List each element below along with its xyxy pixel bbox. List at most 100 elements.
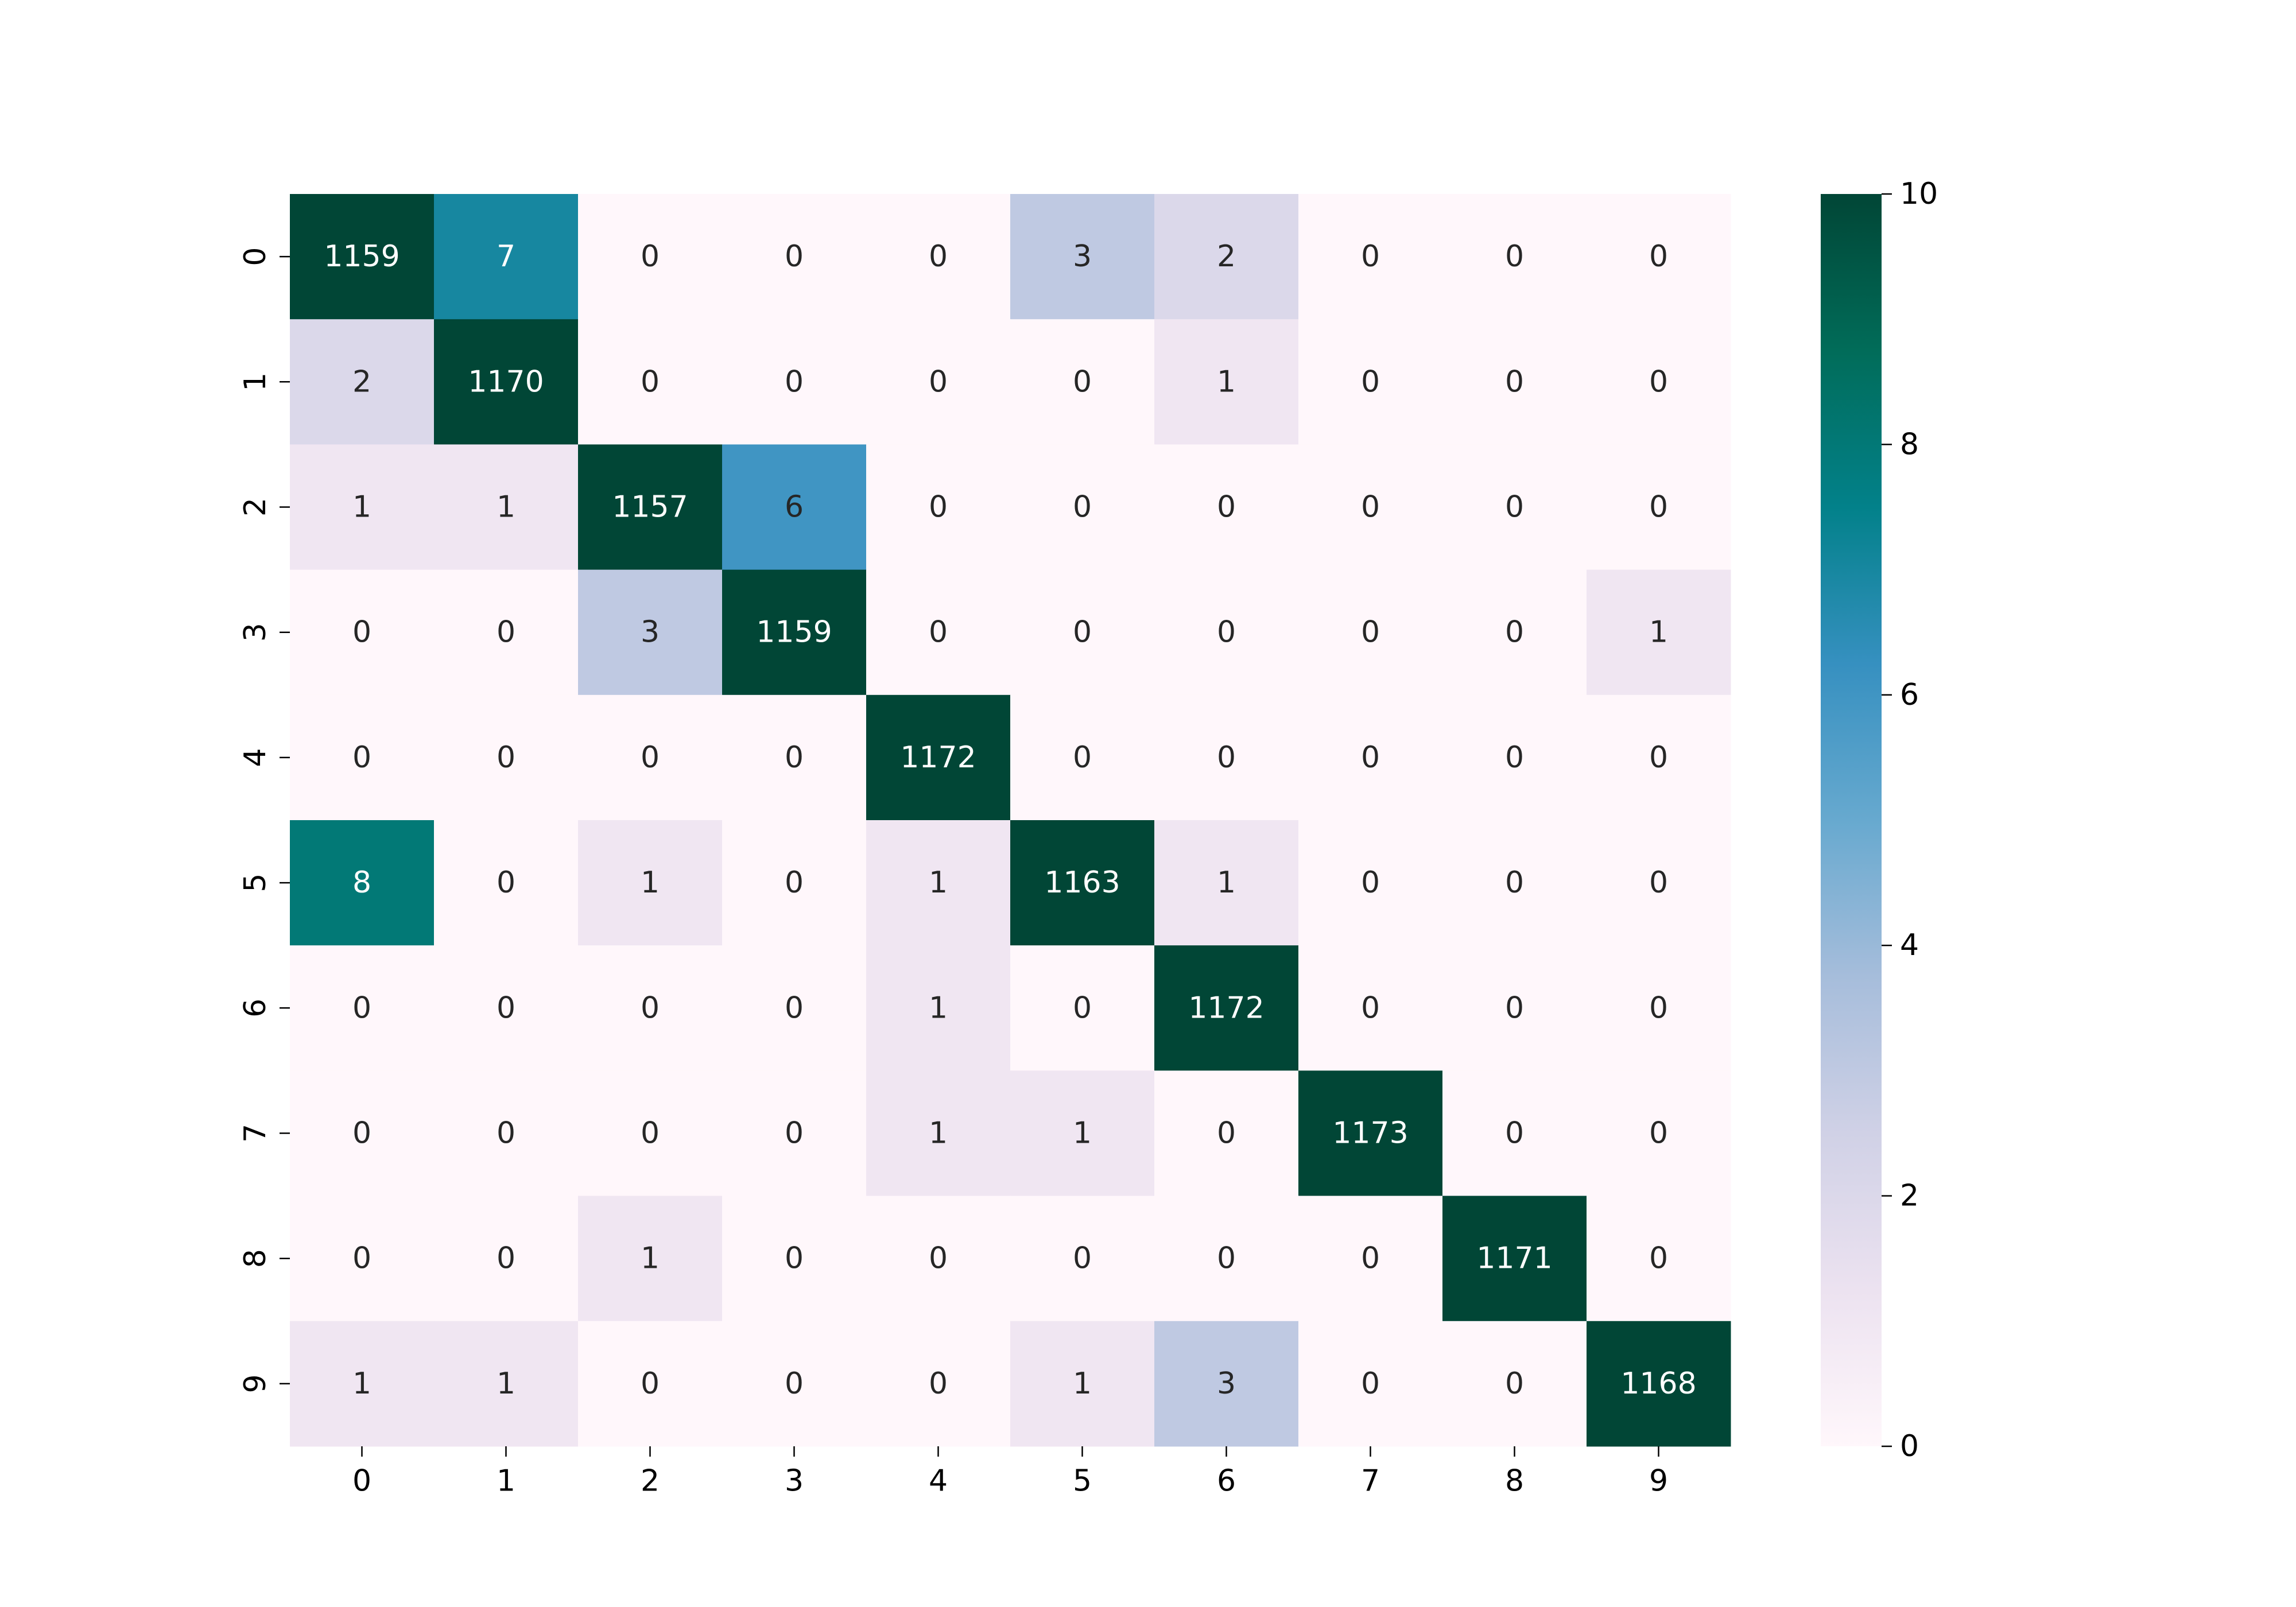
x-tick-label: 2 <box>641 1464 660 1499</box>
cell-value-label: 1 <box>1073 1367 1092 1401</box>
y-tick-label: 3 <box>238 623 273 642</box>
heatmap-cell <box>1587 319 1731 445</box>
cell-value-label: 0 <box>785 991 804 1025</box>
cell-value-label: 0 <box>1505 991 1524 1025</box>
cell-value-label: 6 <box>785 490 804 525</box>
colorbar-tick-label: 2 <box>1900 1179 1919 1213</box>
cell-value-label: 1163 <box>1044 865 1120 900</box>
cell-value-label: 0 <box>497 865 515 900</box>
heatmap-cell <box>1010 1070 1155 1197</box>
cell-value-label: 0 <box>1073 740 1092 775</box>
heatmap-cell <box>434 444 579 570</box>
heatmap-cell <box>722 569 867 696</box>
heatmap-cell <box>1154 319 1299 445</box>
cell-value-label: 0 <box>1505 364 1524 399</box>
heatmap-cell <box>1298 820 1443 946</box>
cell-value-label: 8 <box>352 865 371 900</box>
heatmap-cell <box>1010 194 1155 320</box>
heatmap-cell <box>578 945 723 1071</box>
cell-value-label: 1157 <box>612 490 688 525</box>
cell-value-label: 0 <box>1361 1241 1380 1276</box>
cell-value-label: 1171 <box>1476 1241 1552 1276</box>
heatmap-cell <box>722 1195 867 1322</box>
x-tick-label: 1 <box>497 1464 515 1499</box>
heatmap-cell <box>866 1195 1011 1322</box>
heatmap-cell <box>434 194 579 320</box>
heatmap-cell <box>866 194 1011 320</box>
cell-value-label: 0 <box>641 1367 660 1401</box>
cell-value-label: 0 <box>1217 490 1236 525</box>
heatmap-cell <box>1587 694 1731 821</box>
heatmap-cell <box>1587 1070 1731 1197</box>
heatmap-cell <box>1298 1070 1443 1197</box>
y-tick-label: 1 <box>238 372 273 391</box>
heatmap-cell <box>1010 1321 1155 1447</box>
cell-value-label: 0 <box>1649 364 1668 399</box>
heatmap-cell <box>722 694 867 821</box>
heatmap-cell <box>1154 194 1299 320</box>
heatmap-cell <box>722 945 867 1071</box>
heatmap-cell <box>290 444 435 570</box>
heatmap-cell <box>434 569 579 696</box>
heatmap-cell <box>578 319 723 445</box>
y-tick-label: 5 <box>238 874 273 892</box>
heatmap-cell <box>866 444 1011 570</box>
heatmap-cell <box>1442 1321 1587 1447</box>
x-tick-label: 8 <box>1505 1464 1524 1499</box>
cell-value-label: 0 <box>352 615 371 650</box>
colorbar-gradient <box>1821 194 1882 1446</box>
cell-value-label: 1170 <box>468 364 544 399</box>
cell-value-label: 0 <box>1073 615 1092 650</box>
colorbar-tick-label: 4 <box>1900 928 1919 962</box>
heatmap-cell <box>578 569 723 696</box>
cell-value-label: 0 <box>1217 615 1236 650</box>
heatmap-cell <box>1010 945 1155 1071</box>
y-tick-label: 8 <box>238 1249 273 1268</box>
heatmap-cell <box>1010 694 1155 821</box>
heatmap-cell <box>866 569 1011 696</box>
cell-value-label: 1159 <box>756 615 832 650</box>
heatmap-cell <box>866 1070 1011 1197</box>
heatmap-cell <box>722 820 867 946</box>
colorbar-tick-label: 10 <box>1900 177 1938 211</box>
x-tick-label: 3 <box>785 1464 804 1499</box>
cell-value-label: 0 <box>929 1367 948 1401</box>
cell-value-label: 0 <box>1073 991 1092 1025</box>
heatmap-cell <box>1154 1195 1299 1322</box>
y-tick-label: 2 <box>238 498 273 517</box>
cell-value-label: 0 <box>929 1241 948 1276</box>
heatmap-cell <box>1587 194 1731 320</box>
cell-value-label: 0 <box>1649 865 1668 900</box>
heatmap-cell <box>1298 945 1443 1071</box>
heatmap-cell <box>290 1195 435 1322</box>
colorbar-tick-label: 8 <box>1900 427 1919 461</box>
heatmap-cell <box>1442 820 1587 946</box>
x-tick-label: 7 <box>1361 1464 1380 1499</box>
heatmap-cell <box>1010 820 1155 946</box>
cell-value-label: 0 <box>641 991 660 1025</box>
cell-value-label: 0 <box>1073 1241 1092 1276</box>
x-tick-label: 5 <box>1073 1464 1092 1499</box>
heatmap-cell <box>578 820 723 946</box>
cell-value-label: 1 <box>497 490 515 525</box>
cell-value-label: 1173 <box>1332 1116 1408 1151</box>
heatmap-cell <box>578 1195 723 1322</box>
heatmap-cell <box>290 945 435 1071</box>
cell-value-label: 1 <box>929 991 948 1025</box>
cell-value-label: 0 <box>1505 740 1524 775</box>
heatmap-cell <box>434 694 579 821</box>
heatmap-cell <box>434 1195 579 1322</box>
heatmap-cell <box>1442 569 1587 696</box>
heatmap-cell <box>578 1070 723 1197</box>
cell-value-label: 1 <box>641 1241 660 1276</box>
x-tick-label: 9 <box>1649 1464 1668 1499</box>
heatmap-cell <box>1442 194 1587 320</box>
cell-value-label: 0 <box>1505 1116 1524 1151</box>
cell-value-label: 0 <box>641 740 660 775</box>
heatmap-cell <box>578 194 723 320</box>
heatmap-cell <box>578 1321 723 1447</box>
cell-value-label: 0 <box>497 1116 515 1151</box>
heatmap-cell <box>1587 945 1731 1071</box>
heatmap-cell <box>434 319 579 445</box>
cell-value-label: 0 <box>1361 991 1380 1025</box>
